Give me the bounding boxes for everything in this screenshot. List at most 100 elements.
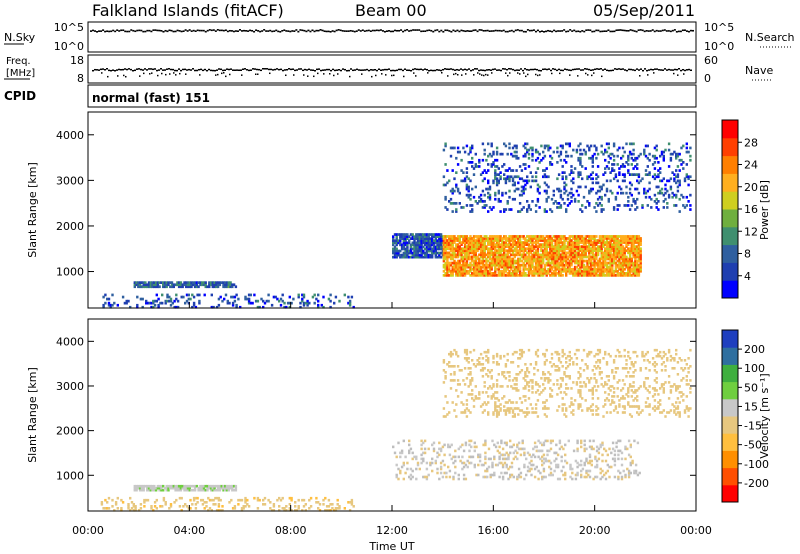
echo-cell: [511, 243, 515, 246]
echo-cell: [543, 239, 547, 242]
freq-point: [668, 68, 670, 71]
echo-cell: [564, 453, 567, 457]
echo-cell: [559, 253, 563, 257]
echo-cell: [485, 269, 488, 273]
echo-cell: [459, 459, 462, 463]
echo-cell: [442, 245, 446, 248]
echo-cell: [483, 274, 486, 277]
echo-cell: [639, 152, 642, 156]
echo-cell: [481, 243, 485, 246]
echo-cell: [614, 239, 618, 242]
echo-cell: [685, 204, 688, 207]
freq-point: [304, 68, 306, 71]
echo-cell: [468, 455, 471, 459]
echo-cell: [538, 152, 541, 156]
echo-cell: [244, 496, 247, 500]
echo-cell: [460, 179, 463, 183]
echo-cell: [557, 173, 561, 176]
echo-cell: [180, 295, 183, 299]
echo-cell: [534, 245, 538, 248]
beam-title: Beam 00: [355, 1, 427, 20]
nsky-strip-frame: [87, 21, 697, 53]
echo-cell: [636, 265, 639, 269]
echo-cell: [436, 255, 439, 259]
echo-cell: [526, 257, 529, 261]
echo-cell: [600, 269, 603, 273]
echo-cell: [511, 253, 515, 257]
echo-cell: [481, 247, 485, 251]
echo-cell: [524, 146, 527, 150]
nsky-point: [140, 29, 143, 32]
nsky-point: [353, 30, 356, 33]
echo-cell: [522, 235, 525, 238]
echo-cell: [411, 237, 414, 240]
nsky-point: [679, 30, 682, 33]
echo-cell: [425, 241, 429, 245]
echo-cell: [434, 251, 437, 255]
echo-cell: [503, 453, 507, 457]
freq-point: [370, 69, 372, 71]
echo-cell: [556, 177, 559, 181]
echo-cell: [607, 154, 610, 158]
nsky-point: [446, 29, 449, 32]
echo-cell: [132, 509, 135, 512]
echo-cell: [655, 197, 658, 201]
echo-cell: [453, 146, 456, 150]
echo-cell: [614, 197, 618, 201]
echo-cell: [473, 449, 476, 453]
echo-cell: [481, 237, 485, 240]
echo-cell: [573, 269, 577, 273]
echo-cell: [510, 257, 513, 261]
echo-cell: [237, 297, 240, 301]
echo-cell: [193, 285, 197, 289]
echo-cell: [487, 465, 491, 469]
echo-cell: [593, 261, 596, 265]
echo-cell: [596, 175, 600, 179]
echo-cell: [577, 247, 580, 251]
echo-cell: [472, 255, 476, 259]
echo-cell: [524, 272, 527, 275]
echo-cell: [227, 488, 230, 492]
nave-point: [559, 72, 561, 75]
echo-cell: [511, 154, 515, 158]
echo-cell: [605, 235, 609, 238]
echo-cell: [147, 283, 151, 287]
echo-cell: [458, 245, 461, 248]
echo-cell: [621, 247, 625, 251]
nave-point: [393, 74, 395, 77]
echo-cell: [620, 255, 623, 259]
echo-cell: [575, 241, 579, 244]
echo-cell: [487, 169, 490, 172]
echo-cell: [138, 285, 142, 289]
echo-cell: [508, 179, 511, 183]
echo-cell: [545, 167, 548, 170]
freq-point: [604, 68, 606, 71]
echo-cell: [526, 148, 529, 152]
echo-cell: [489, 475, 492, 479]
echo-cell: [137, 281, 140, 284]
echo-cell: [538, 206, 541, 209]
echo-cell: [538, 239, 541, 242]
echo-cell: [616, 269, 619, 273]
echo-cell: [614, 235, 618, 238]
echo-cell: [481, 253, 485, 257]
echo-cell: [637, 255, 641, 259]
echo-cell: [488, 269, 492, 273]
echo-cell: [531, 148, 534, 152]
freq-point: [466, 69, 468, 71]
echo-cell: [458, 272, 461, 275]
freq-point: [506, 68, 508, 71]
freq-point: [366, 68, 368, 71]
echo-cell: [138, 484, 142, 488]
echo-cell: [550, 259, 554, 263]
echo-cell: [513, 150, 516, 154]
echo-cell: [336, 503, 339, 506]
echo-cell: [524, 263, 527, 267]
echo-cell: [657, 185, 660, 189]
echo-cell: [565, 150, 568, 154]
echo-cell: [144, 283, 147, 287]
echo-cell: [627, 247, 630, 251]
echo-cell: [247, 297, 251, 301]
echo-cell: [329, 299, 332, 303]
echo-cell: [591, 243, 594, 246]
